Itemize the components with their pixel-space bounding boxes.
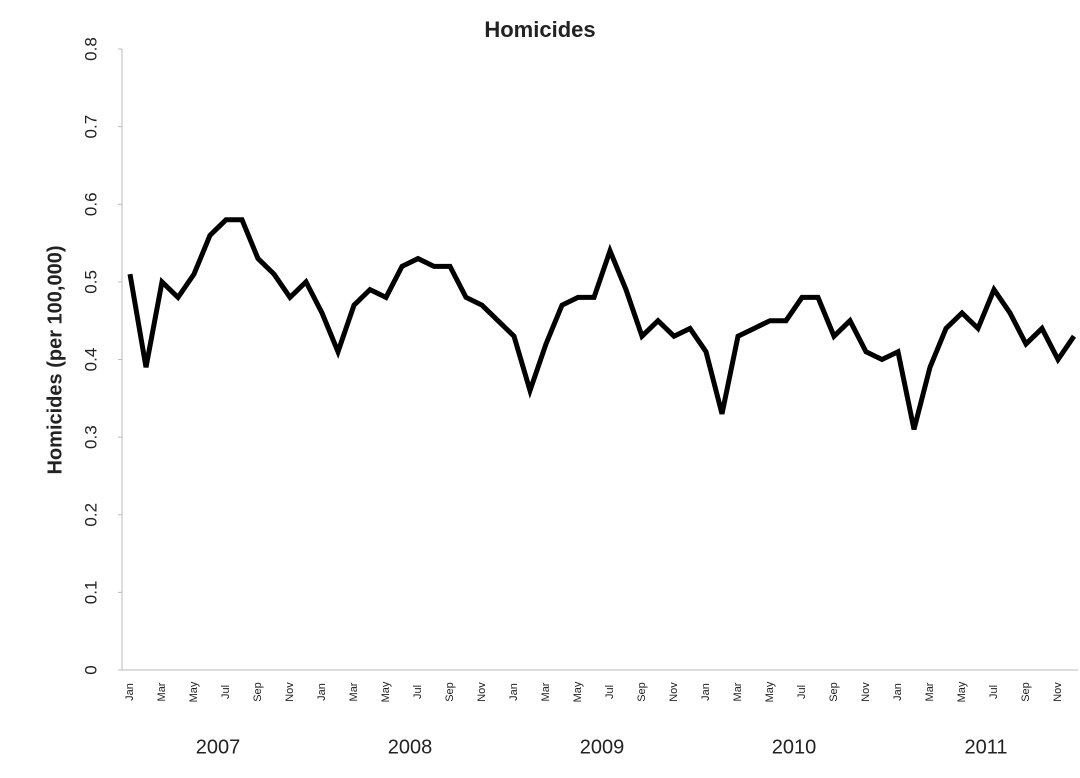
x-tick-label: Jan	[700, 683, 712, 701]
y-tick-label: 0.3	[81, 425, 100, 449]
x-tick-label: Nov	[668, 682, 680, 702]
year-label: 2007	[196, 736, 241, 758]
x-tick-label: May	[764, 681, 776, 702]
year-label: 2011	[964, 736, 1007, 758]
chart-title: Homicides	[484, 17, 595, 42]
year-label: 2009	[580, 736, 625, 758]
x-tick-label: May	[380, 681, 392, 702]
x-tick-label: May	[188, 681, 200, 702]
x-tick-label: May	[572, 681, 584, 702]
x-tick-label: Mar	[732, 682, 744, 701]
year-label: 2008	[388, 736, 433, 758]
line	[127, 217, 1077, 430]
y-tick-label: 0.2	[81, 503, 100, 527]
y-tick-label: 0.5	[81, 270, 100, 294]
x-tick-label: Jul	[988, 685, 1000, 699]
y-tick-label: 0.7	[81, 115, 100, 139]
x-tick-label: Mar	[156, 682, 168, 701]
x-tick-label: Jul	[796, 685, 808, 699]
x-tick-label: Sep	[252, 682, 264, 702]
x-tick-label: Mar	[540, 682, 552, 701]
y-axis-label: Homicides (per 100,000)	[44, 246, 66, 475]
x-tick-label: Jan	[892, 683, 904, 701]
x-tick-label: May	[956, 681, 968, 702]
x-tick-label: Jul	[412, 685, 424, 699]
x-tick-label: Mar	[924, 682, 936, 701]
x-tick-label: Nov	[476, 682, 488, 702]
x-tick-label: Sep	[828, 682, 840, 702]
x-tick-label: Jan	[124, 683, 136, 701]
x-tick-label: Jul	[220, 685, 232, 699]
x-tick-label: Nov	[860, 682, 872, 702]
x-tick-label: Sep	[444, 682, 456, 702]
y-tick-label: 0.1	[81, 581, 100, 605]
x-tick-label: Jan	[508, 683, 520, 701]
x-tick-label: Nov	[284, 682, 296, 702]
y-tick-label: 0.6	[81, 192, 100, 216]
y-tick-label: 0.4	[81, 348, 100, 372]
x-tick-label: Mar	[348, 682, 360, 701]
x-tick-label: Jul	[604, 685, 616, 699]
x-tick-label: Sep	[636, 682, 648, 702]
y-tick-label: 0.8	[81, 37, 100, 61]
year-label: 2010	[772, 736, 817, 758]
x-tick-label: Nov	[1052, 682, 1064, 702]
x-tick-label: Jan	[316, 683, 328, 701]
y-tick-label: 0	[81, 665, 100, 674]
x-tick-label: Sep	[1020, 682, 1032, 702]
